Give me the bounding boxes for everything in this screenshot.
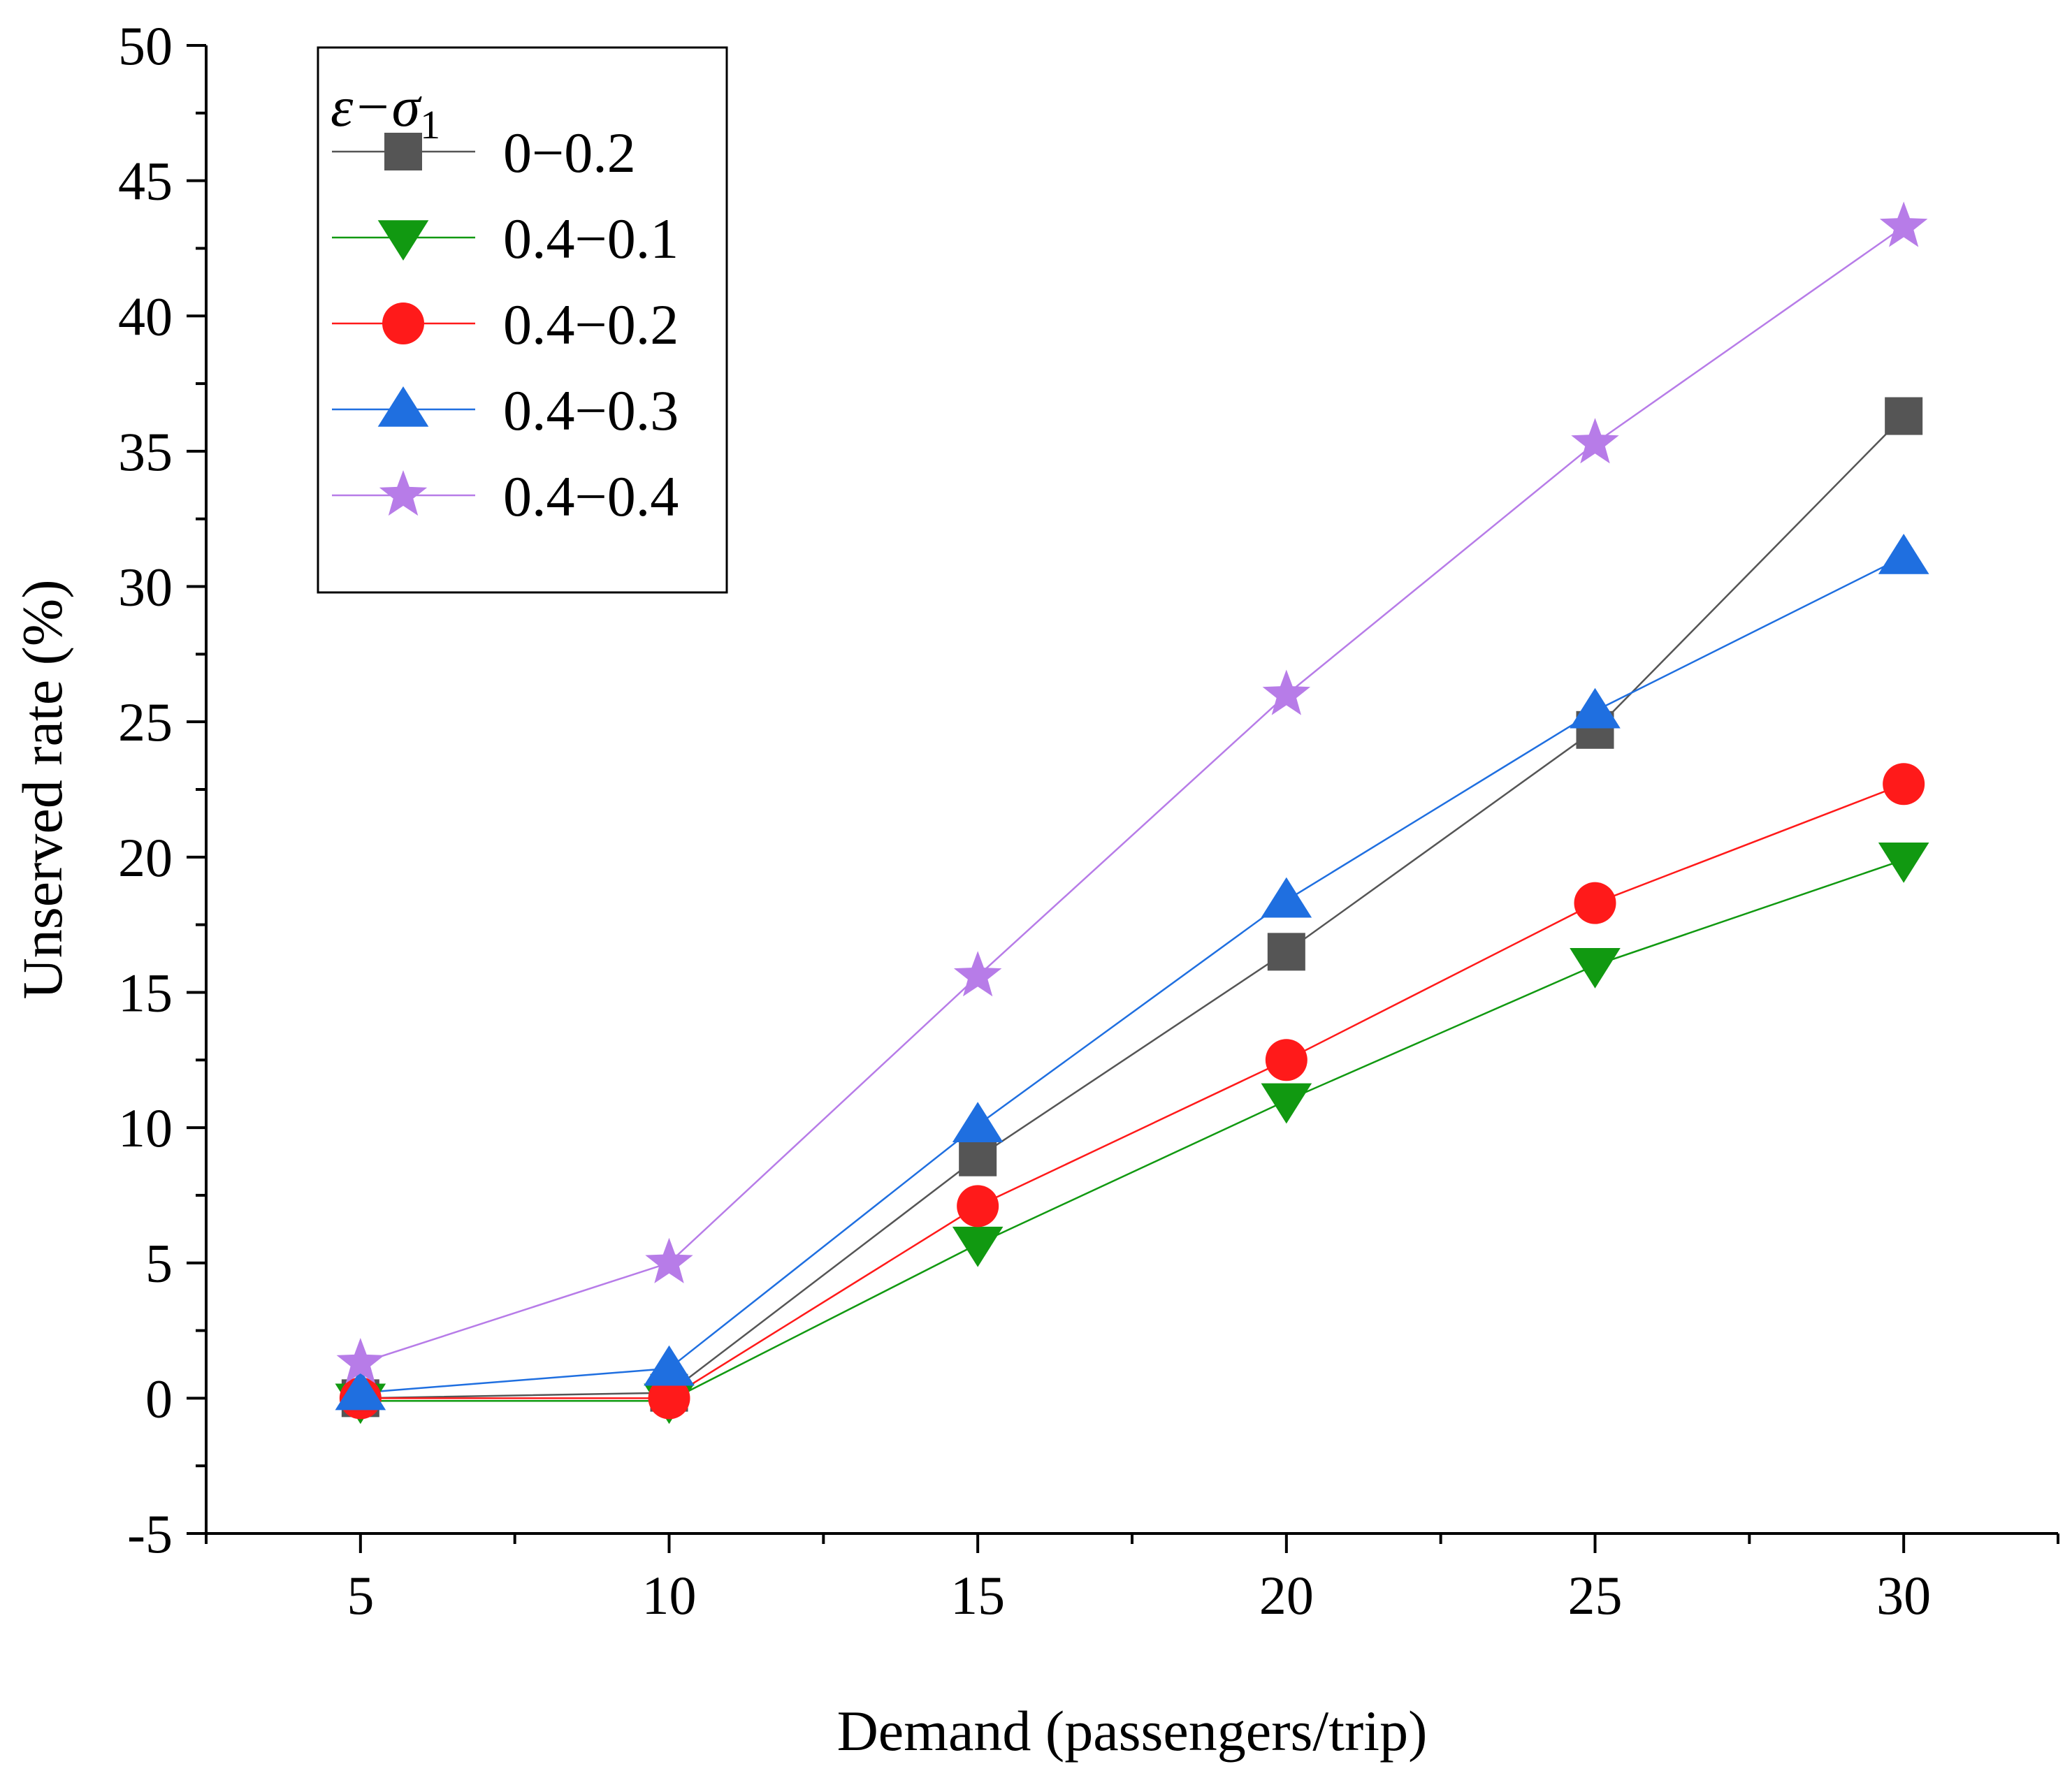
series-5-point-1	[336, 1338, 385, 1384]
series-3-point-4	[1265, 1039, 1307, 1081]
y-tick-label: -5	[127, 1503, 173, 1564]
series-4-point-1	[335, 1369, 386, 1411]
x-tick-label: 10	[642, 1565, 697, 1626]
x-tick-label: 20	[1259, 1565, 1314, 1626]
legend-marker-3	[382, 303, 424, 344]
y-tick-label: 45	[118, 151, 173, 212]
y-tick-label: 30	[118, 557, 173, 618]
series-line-3	[360, 783, 1904, 1399]
series-3-point-3	[957, 1185, 999, 1227]
x-axis-title: Demand (passengers/trip)	[837, 1699, 1428, 1763]
y-tick-label: 25	[118, 692, 173, 752]
legend-label-5: 0.4−0.4	[503, 465, 679, 528]
series-4-point-3	[952, 1102, 1004, 1142]
series-2-point-3	[952, 1226, 1004, 1267]
series-layer	[335, 201, 1929, 1424]
x-tick-label: 25	[1568, 1565, 1623, 1626]
series-line-4	[360, 555, 1904, 1394]
series-3-point-6	[1883, 763, 1925, 806]
series-3-point-5	[1574, 882, 1616, 924]
y-axis-title: Unserved rate (%)	[10, 579, 74, 999]
series-5-point-3	[953, 951, 1002, 997]
series-line-2	[360, 859, 1904, 1402]
x-tick-label: 15	[950, 1565, 1005, 1626]
series-2-point-4	[1261, 1083, 1312, 1124]
series-2-point-5	[1570, 947, 1621, 989]
legend: ε−σ1 0−0.20.4−0.10.4−0.20.4−0.30.4−0.4	[317, 46, 728, 594]
series-5-point-4	[1262, 669, 1311, 715]
series-1-point-4	[1267, 933, 1305, 971]
y-tick-label: 0	[145, 1368, 173, 1429]
y-tick-label: 50	[118, 15, 173, 76]
y-tick-label: 40	[118, 286, 173, 347]
series-4-point-4	[1261, 877, 1312, 918]
legend-marker-2	[377, 220, 429, 261]
series-4-point-5	[1570, 687, 1621, 729]
legend-label-4: 0.4−0.3	[503, 379, 679, 442]
legend-marker-4	[377, 386, 429, 427]
legend-marker-1	[384, 133, 422, 170]
y-tick-label: 15	[118, 962, 173, 1023]
legend-title-subscript: 1	[420, 102, 440, 147]
x-tick-label: 30	[1876, 1565, 1931, 1626]
axes-layer: -5 0 5 10 15 20 25 30 35 40 45 50 5 10 15 20 25 30 Demand …	[10, 15, 2059, 1763]
series-1-point-3	[959, 1138, 997, 1176]
legend-label-3: 0.4−0.2	[503, 293, 679, 356]
legend-label-2: 0.4−0.1	[503, 207, 679, 270]
series-2-point-6	[1878, 842, 1929, 883]
series-5-point-2	[645, 1237, 693, 1283]
x-tick-label: 5	[347, 1565, 374, 1626]
y-tick-label: 20	[118, 827, 173, 888]
series-5-point-5	[1571, 418, 1619, 464]
series-4-point-6	[1878, 533, 1929, 574]
series-line-1	[360, 415, 1905, 1399]
y-tick-label: 5	[145, 1233, 173, 1294]
series-5-point-6	[1879, 201, 1928, 247]
legend-marker-5	[379, 470, 428, 516]
y-tick-label: 35	[118, 421, 173, 482]
series-1-point-6	[1885, 397, 1923, 435]
series-3-point-2	[648, 1377, 690, 1420]
series-4-point-2	[644, 1345, 695, 1386]
series-line-5	[360, 226, 1904, 1364]
legend-label-1: 0−0.2	[503, 121, 636, 184]
y-tick-label: 10	[118, 1098, 173, 1158]
